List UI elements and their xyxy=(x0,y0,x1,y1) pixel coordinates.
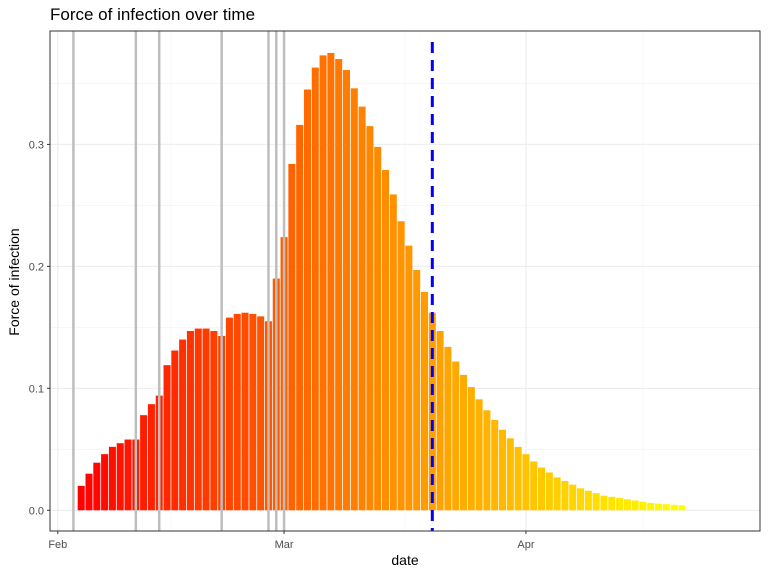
bar xyxy=(335,59,343,511)
bar xyxy=(233,313,241,511)
y-tick-label: 0.1 xyxy=(29,383,44,395)
bar xyxy=(381,170,390,511)
bar xyxy=(553,477,561,511)
bar xyxy=(413,270,421,511)
bar xyxy=(561,481,569,511)
bar xyxy=(584,490,592,511)
y-tick-label: 0.3 xyxy=(29,139,44,151)
bar xyxy=(241,312,249,511)
bar xyxy=(116,443,124,511)
bar xyxy=(140,415,148,511)
x-tick-label: Apr xyxy=(517,539,534,551)
bar xyxy=(147,404,155,511)
bar xyxy=(249,313,257,511)
bar xyxy=(327,52,335,511)
bar xyxy=(108,446,116,511)
bar xyxy=(194,328,202,511)
bar xyxy=(225,317,233,511)
plot-border xyxy=(49,30,761,532)
bar xyxy=(616,498,624,511)
bar xyxy=(171,350,179,511)
bar xyxy=(631,500,639,511)
bar xyxy=(569,484,577,511)
bar xyxy=(358,106,366,511)
x-tick-label: Mar xyxy=(275,539,294,551)
x-axis: Feb Mar Apr xyxy=(48,531,535,551)
bar xyxy=(475,399,483,511)
bar xyxy=(303,89,311,511)
y-tick-label: 0.2 xyxy=(29,261,44,273)
bar xyxy=(366,126,374,511)
bar xyxy=(124,439,132,511)
bar xyxy=(179,339,187,511)
bar xyxy=(101,454,109,511)
bar xyxy=(678,505,686,511)
bar xyxy=(163,365,171,511)
chart-title: Force of infection over time xyxy=(50,5,255,24)
bar xyxy=(342,70,350,511)
x-tick-label: Feb xyxy=(48,539,67,551)
bar xyxy=(93,462,101,511)
bar xyxy=(592,493,600,511)
bar xyxy=(350,88,358,511)
y-axis: 0.0 0.1 0.2 0.3 xyxy=(29,139,50,517)
bar xyxy=(514,446,522,511)
bar xyxy=(77,485,85,511)
bar xyxy=(85,473,93,511)
bars xyxy=(77,52,686,511)
bar xyxy=(257,316,265,511)
y-axis-title: Force of infection xyxy=(6,228,22,335)
bar xyxy=(452,361,460,511)
bar xyxy=(491,420,499,511)
bar xyxy=(538,467,546,511)
bar xyxy=(600,495,608,511)
bar xyxy=(405,245,413,511)
bar xyxy=(577,488,585,511)
bar xyxy=(483,410,491,511)
bar xyxy=(545,472,553,511)
bar xyxy=(311,67,319,511)
bar xyxy=(499,429,507,511)
bar xyxy=(522,454,530,511)
bar xyxy=(623,499,631,511)
bar xyxy=(662,504,670,511)
bar xyxy=(530,461,538,511)
bar xyxy=(210,331,218,511)
bar xyxy=(288,163,296,511)
bar xyxy=(670,504,678,511)
bar xyxy=(389,194,397,511)
bar xyxy=(420,291,429,511)
bar xyxy=(506,438,514,511)
bar xyxy=(186,331,194,511)
y-tick-label: 0.0 xyxy=(29,505,44,517)
bar xyxy=(639,501,647,511)
bar xyxy=(374,146,382,511)
bar xyxy=(467,387,475,511)
event-lines xyxy=(72,31,434,531)
bar xyxy=(655,503,663,511)
bar xyxy=(608,496,616,511)
bar xyxy=(647,502,655,511)
bar xyxy=(460,374,468,511)
bar xyxy=(444,346,452,511)
bar xyxy=(202,328,210,511)
bar xyxy=(436,331,444,511)
bar xyxy=(319,55,327,511)
x-axis-title: date xyxy=(391,552,418,568)
bar xyxy=(296,124,304,511)
bar xyxy=(397,221,405,511)
